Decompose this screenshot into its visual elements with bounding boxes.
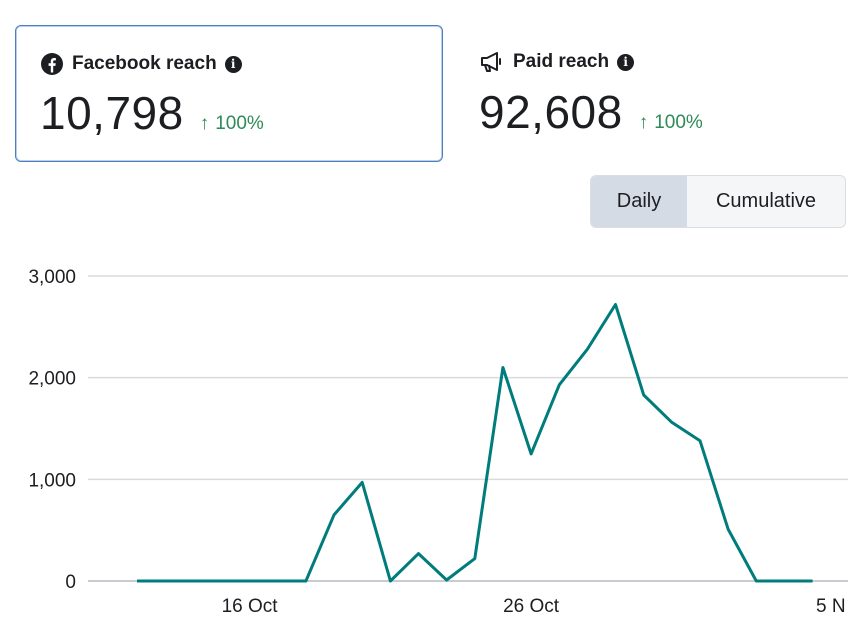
y-axis-ticks: 0 1,000 2,000 3,000 bbox=[28, 267, 76, 593]
facebook-reach-change-value: 100% bbox=[215, 113, 264, 134]
reach-line-chart: 0 1,000 2,000 3,000 16 Oct 26 Oct 5 N bbox=[28, 267, 848, 617]
paid-reach-change-value: 100% bbox=[654, 112, 703, 133]
x-tick-label: 16 Oct bbox=[222, 596, 279, 617]
paid-reach-header: Paid reach i bbox=[479, 51, 635, 73]
facebook-reach-change: ↑ 100% bbox=[200, 113, 264, 135]
paid-reach-card[interactable]: Paid reach i 92,608 ↑ 100% bbox=[455, 25, 845, 162]
daily-cumulative-toggle: Daily Cumulative bbox=[590, 175, 846, 228]
x-tick-label: 26 Oct bbox=[503, 596, 560, 617]
y-tick-label: 1,000 bbox=[28, 470, 76, 491]
paid-reach-change: ↑ 100% bbox=[639, 112, 703, 134]
facebook-reach-row: 10,798 ↑ 100% bbox=[40, 86, 264, 140]
series-line-layer bbox=[136, 303, 813, 583]
facebook-reach-header: Facebook reach i bbox=[40, 52, 242, 76]
grid-lines bbox=[88, 275, 848, 582]
arrow-up-icon: ↑ bbox=[199, 113, 210, 134]
facebook-reach-card[interactable]: Facebook reach i 10,798 ↑ 100% bbox=[15, 25, 443, 162]
cumulative-button[interactable]: Cumulative bbox=[715, 190, 817, 212]
x-tick-label: 5 N bbox=[816, 596, 846, 617]
y-tick-label: 0 bbox=[65, 572, 76, 593]
paid-reach-label: Paid reach bbox=[513, 51, 610, 72]
facebook-reach-value: 10,798 bbox=[40, 87, 184, 139]
facebook-icon bbox=[41, 53, 63, 75]
daily-button[interactable]: Daily bbox=[591, 176, 687, 227]
x-axis-ticks: 16 Oct 26 Oct 5 N bbox=[222, 596, 846, 617]
facebook-reach-label: Facebook reach bbox=[72, 53, 217, 74]
paid-reach-row: 92,608 ↑ 100% bbox=[479, 85, 703, 139]
arrow-up-icon: ↑ bbox=[638, 112, 649, 133]
megaphone-icon bbox=[481, 52, 501, 72]
y-tick-label: 2,000 bbox=[28, 369, 76, 390]
info-icon[interactable]: i bbox=[617, 53, 635, 71]
y-tick-label: 3,000 bbox=[28, 267, 76, 288]
paid-reach-value: 92,608 bbox=[479, 86, 623, 138]
series-line bbox=[137, 303, 813, 583]
info-icon[interactable]: i bbox=[224, 55, 242, 73]
